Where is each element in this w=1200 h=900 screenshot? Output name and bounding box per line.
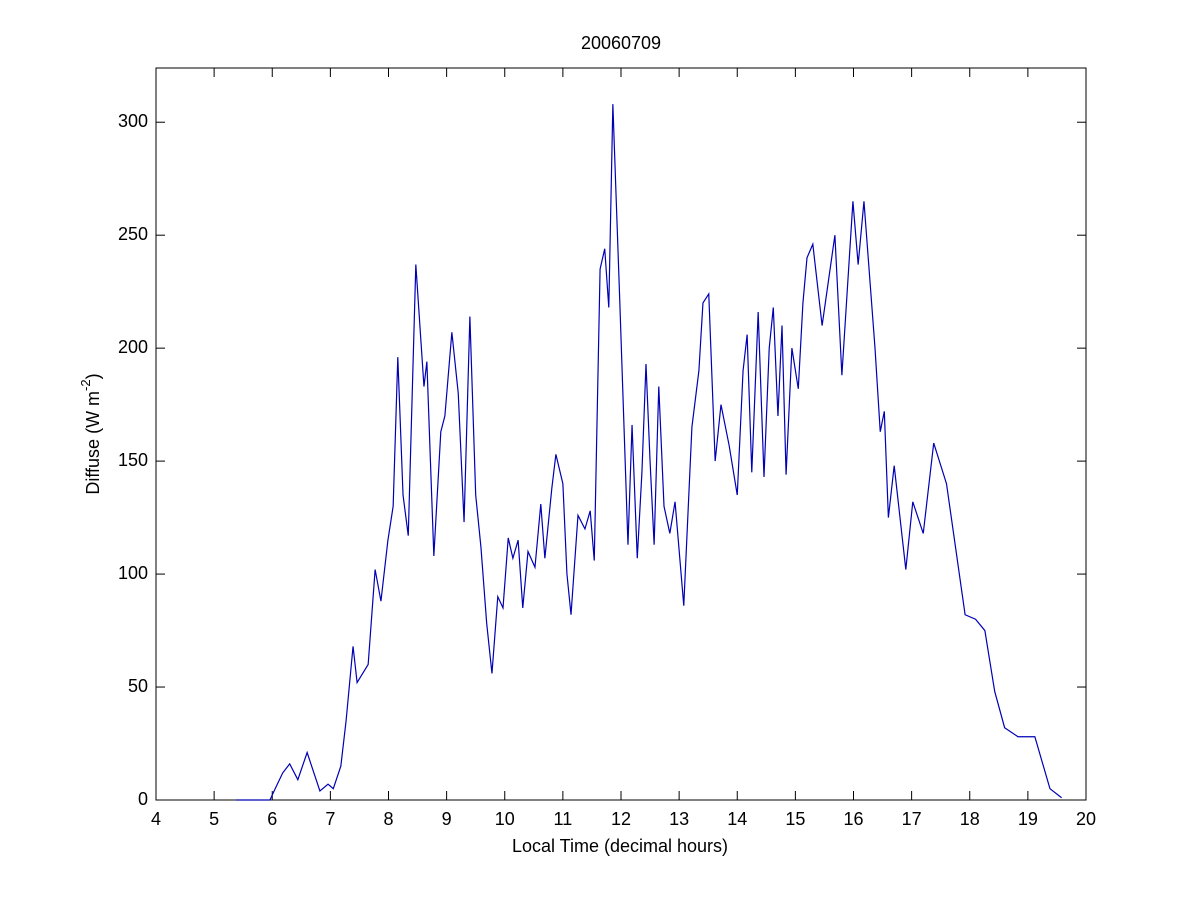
- x-tick-label: 4: [151, 809, 161, 829]
- y-tick-label: 0: [138, 789, 148, 809]
- y-tick-label: 50: [128, 676, 148, 696]
- y-tick-label: 200: [118, 337, 148, 357]
- axes-frame: [155, 67, 1087, 801]
- x-tick-label: 9: [442, 809, 452, 829]
- x-tick-label: 12: [611, 809, 631, 829]
- data-line: [236, 104, 1062, 801]
- x-tick-label: 18: [960, 809, 980, 829]
- x-tick-label: 6: [267, 809, 277, 829]
- y-tick-label: 250: [118, 224, 148, 244]
- y-axis-label: Diffuse (W m-2): [78, 373, 103, 494]
- x-tick-label: 17: [902, 809, 922, 829]
- x-tick-label: 16: [843, 809, 863, 829]
- y-tick-label: 300: [118, 111, 148, 131]
- y-tick-label: 100: [118, 563, 148, 583]
- x-tick-label: 11: [554, 809, 573, 829]
- x-tick-label: 5: [209, 809, 219, 829]
- chart-title: 20060709: [581, 33, 661, 53]
- x-tick-label: 19: [1018, 809, 1038, 829]
- x-tick-label: 13: [669, 809, 689, 829]
- x-tick-label: 20: [1076, 809, 1096, 829]
- y-axis-label-exponent: -2: [78, 379, 93, 391]
- x-tick-label: 8: [383, 809, 393, 829]
- x-tick-label: 14: [727, 809, 747, 829]
- x-axis-label: Local Time (decimal hours): [512, 836, 728, 856]
- x-tick-label: 15: [785, 809, 805, 829]
- x-tick-label: 10: [495, 809, 515, 829]
- y-axis-label-text: Diffuse (W m: [83, 391, 103, 495]
- x-tick-label: 7: [325, 809, 335, 829]
- y-axis-label-end: ): [83, 373, 103, 379]
- y-tick-label: 150: [118, 450, 148, 470]
